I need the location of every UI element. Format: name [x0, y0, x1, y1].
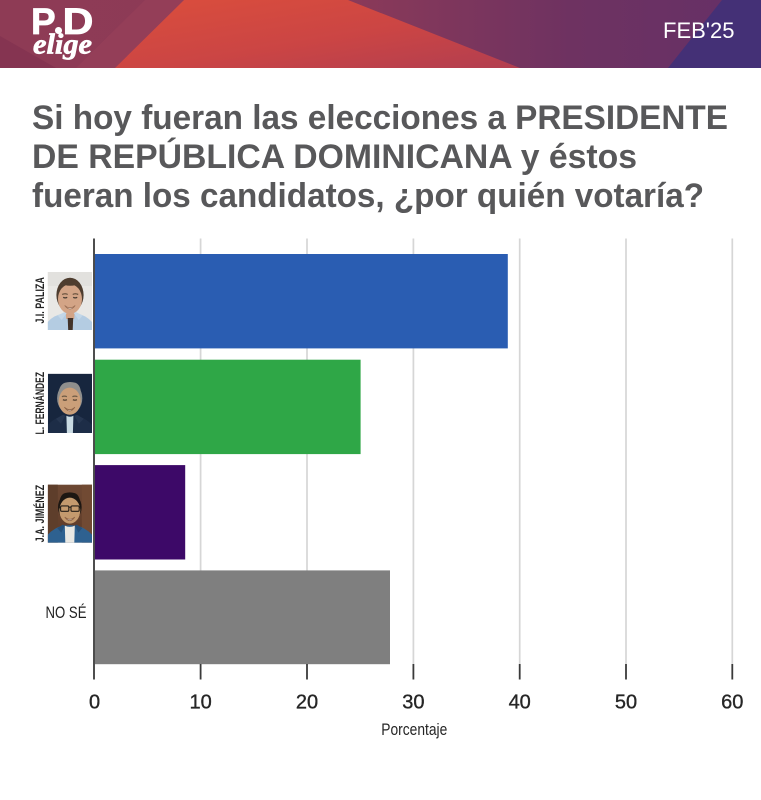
- svg-text:30: 30: [402, 692, 424, 714]
- svg-text:50: 50: [615, 692, 637, 714]
- svg-text:L. FERNÁNDEZ: L. FERNÁNDEZ: [32, 372, 47, 435]
- svg-text:40: 40: [509, 692, 531, 714]
- svg-text:J.A. JIMÉNEZ: J.A. JIMÉNEZ: [32, 485, 47, 543]
- svg-text:P: P: [31, 1, 55, 42]
- svg-text:20: 20: [296, 692, 318, 714]
- svg-text:FEB'25: FEB'25: [663, 18, 734, 43]
- svg-text:60: 60: [721, 692, 743, 714]
- svg-text:DE REPÚBLICA DOMINICANA y ésto: DE REPÚBLICA DOMINICANA y éstos: [32, 138, 637, 176]
- svg-text:10: 10: [189, 692, 211, 714]
- svg-text:J.I. PALIZA: J.I. PALIZA: [33, 277, 47, 324]
- svg-text:Si hoy fueran las elecciones a: Si hoy fueran las elecciones a PRESIDENT…: [32, 99, 728, 137]
- svg-text:NO SÉ: NO SÉ: [46, 603, 87, 622]
- svg-text:fueran los candidatos, ¿por qu: fueran los candidatos, ¿por quién votarí…: [32, 177, 704, 215]
- svg-text:0: 0: [89, 692, 100, 714]
- svg-text:D: D: [63, 1, 94, 42]
- svg-text:Porcentaje: Porcentaje: [381, 721, 447, 739]
- svg-text:elige: elige: [33, 29, 92, 61]
